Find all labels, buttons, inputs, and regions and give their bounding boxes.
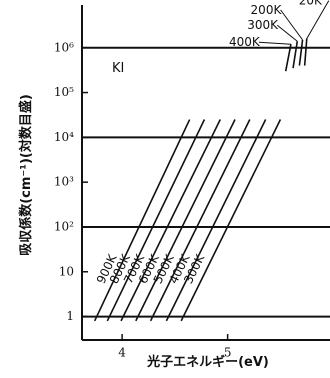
y-tick-label: 10	[59, 264, 74, 278]
series-line	[180, 119, 282, 322]
series-line	[93, 119, 191, 322]
label-arrow	[258, 41, 291, 45]
label-arrow	[306, 0, 330, 39]
series-line	[135, 119, 236, 322]
series-line	[298, 39, 304, 66]
series-label: 200K	[251, 3, 283, 17]
annotation: KI	[112, 61, 124, 76]
y-tick-label: 10²	[54, 219, 74, 233]
series-line	[284, 44, 292, 72]
series-label: 400K	[229, 35, 261, 49]
y-tick-label: 10⁵	[54, 85, 74, 99]
y-tick-label: 10³	[54, 175, 74, 189]
series-line	[106, 119, 206, 322]
series-line	[165, 119, 267, 322]
label-arrow	[276, 24, 298, 42]
y-tick-label: 1	[66, 309, 74, 323]
series-label: 20K	[299, 0, 323, 8]
y-tick-label: 10⁶	[54, 40, 74, 54]
series-line	[149, 119, 251, 322]
series-line	[292, 41, 299, 69]
label-arrow	[280, 9, 303, 41]
x-axis-label: 光子エネルギー(eV)	[146, 354, 269, 370]
series-line	[303, 38, 308, 66]
series-line	[120, 119, 221, 322]
x-tick-label: 5	[224, 346, 232, 360]
y-axis-label: 吸収係数(cm⁻¹)(対数目盛)	[18, 94, 34, 256]
y-tick-label: 10⁴	[54, 130, 74, 144]
series-label: 300K	[247, 18, 279, 32]
x-tick-label: 4	[118, 346, 126, 360]
